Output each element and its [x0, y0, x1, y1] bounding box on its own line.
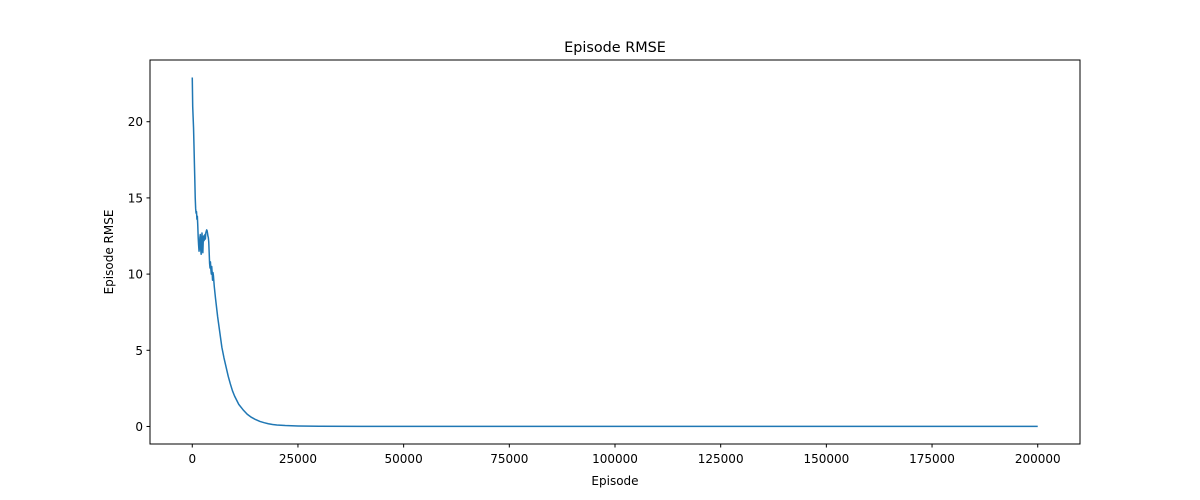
x-tick-label: 50000 — [385, 452, 423, 466]
x-axis-label: Episode — [591, 474, 638, 488]
x-tick-label: 200000 — [1015, 452, 1061, 466]
y-axis-ticks: 0 5 10 15 20 — [128, 115, 150, 434]
x-tick-label: 25000 — [279, 452, 317, 466]
y-tick-label: 15 — [128, 191, 143, 205]
x-tick-label: 175000 — [909, 452, 955, 466]
x-tick-label: 100000 — [592, 452, 638, 466]
y-tick-label: 0 — [135, 420, 143, 434]
x-tick-label: 150000 — [803, 452, 849, 466]
x-tick-label: 125000 — [698, 452, 744, 466]
plot-area — [191, 77, 1038, 428]
y-tick-label: 10 — [128, 268, 143, 282]
x-tick-label: 75000 — [490, 452, 528, 466]
y-tick-label: 5 — [135, 344, 143, 358]
y-tick-label: 20 — [128, 115, 143, 129]
x-axis-ticks: 0 25000 50000 75000 100000 125000 150000 175000… — [188, 444, 1061, 466]
chart-title: Episode RMSE — [564, 40, 666, 56]
x-tick-label: 0 — [188, 452, 196, 466]
axes-frame — [149, 59, 1081, 445]
y-axis-label: Episode RMSE — [102, 210, 116, 295]
rmse-series-line — [191, 77, 1038, 428]
